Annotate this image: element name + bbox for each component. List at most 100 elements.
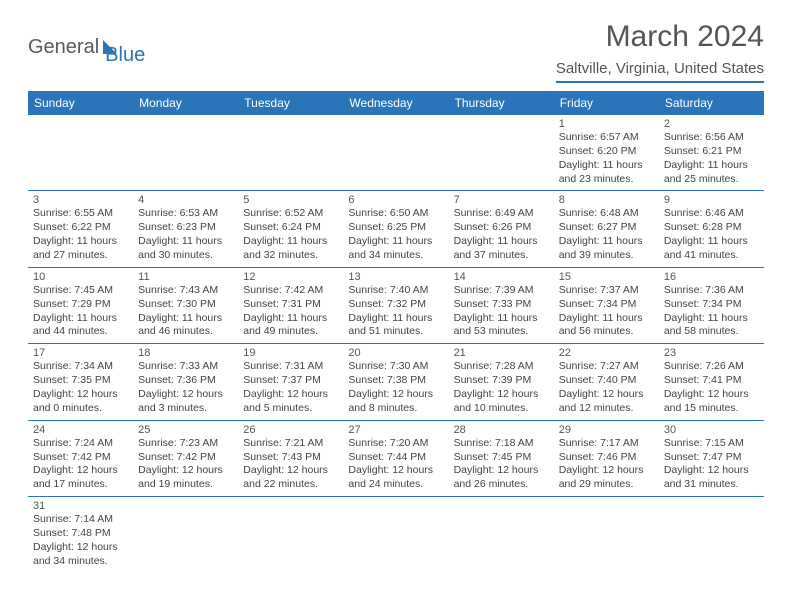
calendar-cell: 20Sunrise: 7:30 AMSunset: 7:38 PMDayligh… [343, 344, 448, 420]
day-number: 24 [33, 424, 128, 436]
day-info: Sunrise: 6:46 AMSunset: 6:28 PMDaylight:… [664, 207, 759, 262]
calendar-cell: 30Sunrise: 7:15 AMSunset: 7:47 PMDayligh… [659, 420, 764, 496]
logo: General Blue [28, 28, 145, 67]
day-number: 17 [33, 347, 128, 359]
day-info: Sunrise: 7:36 AMSunset: 7:34 PMDaylight:… [664, 284, 759, 339]
calendar-table: SundayMondayTuesdayWednesdayThursdayFrid… [28, 91, 764, 573]
day-info: Sunrise: 7:39 AMSunset: 7:33 PMDaylight:… [454, 284, 549, 339]
day-info: Sunrise: 7:17 AMSunset: 7:46 PMDaylight:… [559, 437, 654, 492]
day-info: Sunrise: 7:37 AMSunset: 7:34 PMDaylight:… [559, 284, 654, 339]
calendar-cell-empty [133, 115, 238, 191]
weekday-header: Thursday [449, 91, 554, 115]
day-info: Sunrise: 6:50 AMSunset: 6:25 PMDaylight:… [348, 207, 443, 262]
calendar-cell: 1Sunrise: 6:57 AMSunset: 6:20 PMDaylight… [554, 115, 659, 191]
day-number: 1 [559, 118, 654, 130]
calendar-cell: 9Sunrise: 6:46 AMSunset: 6:28 PMDaylight… [659, 191, 764, 267]
calendar-cell: 15Sunrise: 7:37 AMSunset: 7:34 PMDayligh… [554, 267, 659, 343]
weekday-header: Monday [133, 91, 238, 115]
day-info: Sunrise: 7:24 AMSunset: 7:42 PMDaylight:… [33, 437, 128, 492]
calendar-cell: 5Sunrise: 6:52 AMSunset: 6:24 PMDaylight… [238, 191, 343, 267]
day-number: 27 [348, 424, 443, 436]
day-number: 21 [454, 347, 549, 359]
day-number: 13 [348, 271, 443, 283]
calendar-cell: 21Sunrise: 7:28 AMSunset: 7:39 PMDayligh… [449, 344, 554, 420]
calendar-cell: 8Sunrise: 6:48 AMSunset: 6:27 PMDaylight… [554, 191, 659, 267]
month-title: March 2024 [556, 20, 764, 54]
calendar-cell: 3Sunrise: 6:55 AMSunset: 6:22 PMDaylight… [28, 191, 133, 267]
day-number: 10 [33, 271, 128, 283]
day-info: Sunrise: 7:23 AMSunset: 7:42 PMDaylight:… [138, 437, 233, 492]
day-info: Sunrise: 7:20 AMSunset: 7:44 PMDaylight:… [348, 437, 443, 492]
day-number: 29 [559, 424, 654, 436]
calendar-cell-empty [449, 497, 554, 573]
day-info: Sunrise: 7:18 AMSunset: 7:45 PMDaylight:… [454, 437, 549, 492]
calendar-body: 1Sunrise: 6:57 AMSunset: 6:20 PMDaylight… [28, 115, 764, 573]
calendar-cell: 22Sunrise: 7:27 AMSunset: 7:40 PMDayligh… [554, 344, 659, 420]
calendar-cell: 14Sunrise: 7:39 AMSunset: 7:33 PMDayligh… [449, 267, 554, 343]
weekday-header: Sunday [28, 91, 133, 115]
location: Saltville, Virginia, United States [556, 60, 764, 83]
day-info: Sunrise: 7:15 AMSunset: 7:47 PMDaylight:… [664, 437, 759, 492]
calendar-cell: 25Sunrise: 7:23 AMSunset: 7:42 PMDayligh… [133, 420, 238, 496]
calendar-cell: 23Sunrise: 7:26 AMSunset: 7:41 PMDayligh… [659, 344, 764, 420]
day-info: Sunrise: 7:34 AMSunset: 7:35 PMDaylight:… [33, 360, 128, 415]
logo-text-blue: Blue [105, 44, 145, 67]
calendar-cell-empty [343, 115, 448, 191]
calendar-cell: 26Sunrise: 7:21 AMSunset: 7:43 PMDayligh… [238, 420, 343, 496]
day-number: 6 [348, 194, 443, 206]
calendar-cell: 12Sunrise: 7:42 AMSunset: 7:31 PMDayligh… [238, 267, 343, 343]
logo-text-general: General [28, 36, 99, 59]
weekday-header: Wednesday [343, 91, 448, 115]
calendar-cell-empty [554, 497, 659, 573]
day-info: Sunrise: 6:55 AMSunset: 6:22 PMDaylight:… [33, 207, 128, 262]
day-info: Sunrise: 7:30 AMSunset: 7:38 PMDaylight:… [348, 360, 443, 415]
calendar-cell: 19Sunrise: 7:31 AMSunset: 7:37 PMDayligh… [238, 344, 343, 420]
day-info: Sunrise: 6:56 AMSunset: 6:21 PMDaylight:… [664, 131, 759, 186]
day-number: 2 [664, 118, 759, 130]
day-number: 28 [454, 424, 549, 436]
day-info: Sunrise: 7:42 AMSunset: 7:31 PMDaylight:… [243, 284, 338, 339]
day-number: 22 [559, 347, 654, 359]
calendar-cell: 18Sunrise: 7:33 AMSunset: 7:36 PMDayligh… [133, 344, 238, 420]
calendar-cell-empty [449, 115, 554, 191]
day-info: Sunrise: 6:49 AMSunset: 6:26 PMDaylight:… [454, 207, 549, 262]
day-number: 23 [664, 347, 759, 359]
day-info: Sunrise: 6:52 AMSunset: 6:24 PMDaylight:… [243, 207, 338, 262]
day-info: Sunrise: 7:33 AMSunset: 7:36 PMDaylight:… [138, 360, 233, 415]
day-number: 18 [138, 347, 233, 359]
calendar-cell: 16Sunrise: 7:36 AMSunset: 7:34 PMDayligh… [659, 267, 764, 343]
day-info: Sunrise: 7:26 AMSunset: 7:41 PMDaylight:… [664, 360, 759, 415]
day-number: 30 [664, 424, 759, 436]
calendar-cell-empty [28, 115, 133, 191]
day-info: Sunrise: 7:45 AMSunset: 7:29 PMDaylight:… [33, 284, 128, 339]
calendar-cell: 6Sunrise: 6:50 AMSunset: 6:25 PMDaylight… [343, 191, 448, 267]
day-number: 14 [454, 271, 549, 283]
day-number: 3 [33, 194, 128, 206]
calendar-cell: 17Sunrise: 7:34 AMSunset: 7:35 PMDayligh… [28, 344, 133, 420]
day-info: Sunrise: 7:21 AMSunset: 7:43 PMDaylight:… [243, 437, 338, 492]
calendar-cell: 24Sunrise: 7:24 AMSunset: 7:42 PMDayligh… [28, 420, 133, 496]
day-info: Sunrise: 7:27 AMSunset: 7:40 PMDaylight:… [559, 360, 654, 415]
calendar-cell-empty [343, 497, 448, 573]
weekday-header: Saturday [659, 91, 764, 115]
day-info: Sunrise: 6:57 AMSunset: 6:20 PMDaylight:… [559, 131, 654, 186]
calendar-cell: 13Sunrise: 7:40 AMSunset: 7:32 PMDayligh… [343, 267, 448, 343]
calendar-cell: 31Sunrise: 7:14 AMSunset: 7:48 PMDayligh… [28, 497, 133, 573]
day-number: 16 [664, 271, 759, 283]
calendar-header-row: SundayMondayTuesdayWednesdayThursdayFrid… [28, 91, 764, 115]
calendar-cell-empty [238, 115, 343, 191]
day-number: 5 [243, 194, 338, 206]
day-number: 11 [138, 271, 233, 283]
calendar-cell-empty [238, 497, 343, 573]
day-info: Sunrise: 7:40 AMSunset: 7:32 PMDaylight:… [348, 284, 443, 339]
day-info: Sunrise: 6:53 AMSunset: 6:23 PMDaylight:… [138, 207, 233, 262]
day-number: 4 [138, 194, 233, 206]
day-info: Sunrise: 7:31 AMSunset: 7:37 PMDaylight:… [243, 360, 338, 415]
header: General Blue March 2024 Saltville, Virgi… [28, 20, 764, 83]
day-info: Sunrise: 7:43 AMSunset: 7:30 PMDaylight:… [138, 284, 233, 339]
day-number: 9 [664, 194, 759, 206]
calendar-cell: 29Sunrise: 7:17 AMSunset: 7:46 PMDayligh… [554, 420, 659, 496]
day-info: Sunrise: 6:48 AMSunset: 6:27 PMDaylight:… [559, 207, 654, 262]
calendar-cell-empty [659, 497, 764, 573]
calendar-cell: 10Sunrise: 7:45 AMSunset: 7:29 PMDayligh… [28, 267, 133, 343]
